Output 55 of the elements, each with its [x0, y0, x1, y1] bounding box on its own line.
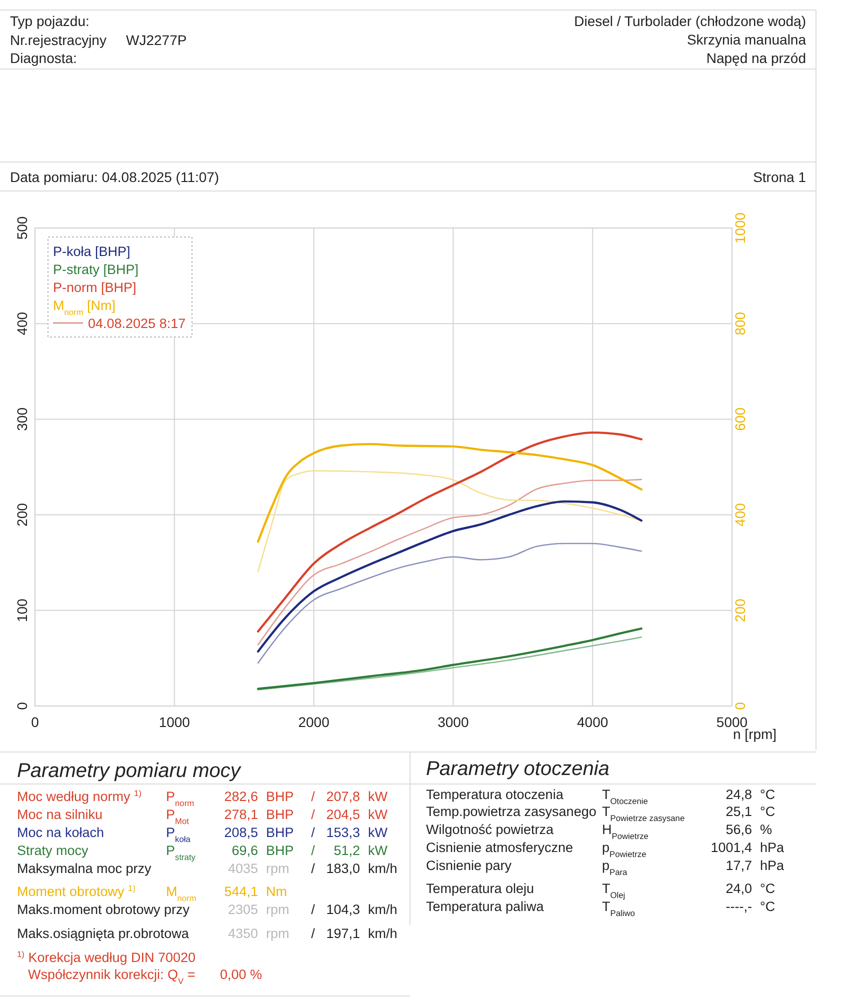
text: Nr.rejestracyjny WJ2277P — [10, 32, 187, 48]
line-series — [257, 478, 642, 646]
text: Parametry otoczenia — [426, 758, 610, 780]
text: Temperatura otoczenia T$_{Otoczenie}$ 24,8 °C — [426, 787, 776, 806]
text: P-straty [BHP] — [53, 262, 139, 277]
line-series — [256, 627, 642, 690]
y2-tick-label: 0 — [732, 702, 748, 710]
text: P-norm [BHP] — [53, 280, 136, 295]
text: Typ pojazdu: — [10, 13, 90, 29]
line-series — [256, 442, 642, 543]
x-tick-label: 1000 — [158, 714, 190, 730]
line-series — [257, 542, 642, 664]
y2-tick-label: 600 — [732, 407, 748, 431]
text: Napęd na przód — [706, 50, 806, 66]
y-tick-label: 200 — [14, 502, 30, 526]
text: Współczynnik korekcji: Q$_{V}$ = 0,00 % — [28, 967, 262, 986]
line-series — [256, 500, 642, 653]
text: Diesel / Turbolader (chłodzone wodą) — [574, 13, 806, 29]
text: Moc na silniku P$_{Mot}$ 278,1 BHP / 204,5 kW — [17, 807, 388, 826]
y-tick-label: 500 — [14, 216, 30, 240]
legend-label: 04.08.2025 8:17 — [88, 316, 186, 331]
y-tick-label: 100 — [14, 598, 30, 622]
y-tick-label: 0 — [14, 702, 30, 710]
text: Maksymalna moc przy 4035 rpm / 183,0 km/h — [17, 861, 398, 876]
text: Temperatura oleju T$_{Olej}$ 24,0 °C — [426, 881, 776, 900]
text: Straty mocy P$_{straty}$ 69,6 BHP / 51,2 kW — [17, 843, 388, 862]
text: Moc według normy $^{1)}$ P$_{norm}$ 282,6 BHP / 207,8 kW — [17, 788, 388, 808]
line-series — [257, 636, 642, 690]
text: Strona 1 — [753, 169, 806, 185]
text: M$_{norm}$ [Nm] — [53, 298, 116, 317]
text: Parametry pomiaru mocy — [17, 760, 242, 782]
x-tick-label: 4000 — [577, 714, 608, 730]
x-tick-label: 2000 — [298, 714, 330, 730]
text: Temperatura paliwa T$_{Paliwo}$ ----,- °C — [426, 899, 776, 918]
text: Temp.powietrza zasysanego T$_{Powietrze zasysane}$ 25,1 °C — [426, 804, 776, 823]
text: P-koła [BHP] — [53, 244, 130, 259]
text: Moment obrotowy $^{1)}$ M$_{norm}$ 544,1 Nm — [17, 883, 287, 903]
y-tick-label: 300 — [14, 407, 30, 431]
x-tick-label: 3000 — [438, 714, 469, 730]
line-series — [256, 431, 642, 633]
y2-tick-label: 200 — [732, 598, 748, 622]
text: Cisnienie atmosferyczne p$_{Powietrze}$ 1001,4 hPa — [426, 840, 784, 859]
y2-tick-label: 400 — [732, 502, 748, 526]
text: Skrzynia manualna — [686, 32, 806, 48]
text: Moc na kołach P$_{koła}$ 208,5 BHP / 153,3 kW — [17, 825, 388, 844]
text: Wilgotność powietrza H$_{Powietrze}$ 56,6 % — [426, 822, 772, 841]
text: Cisnienie pary p$_{Para}$ 17,7 hPa — [426, 858, 784, 877]
y2-tick-label: 800 — [732, 312, 748, 336]
text: Data pomiaru: 04.08.2025 (11:07) — [10, 169, 220, 185]
y2-tick-label: 1000 — [732, 212, 748, 244]
text: $^{1)}$ Korekcja według DIN 70020 — [17, 949, 196, 965]
text: Diagnosta: — [10, 50, 77, 66]
text: Maks.moment obrotowy przy 2305 rpm / 104,3 km/h — [17, 902, 398, 917]
text: Maks.osiągnięta pr.obrotowa 4350 rpm / 197,1 km/h — [17, 926, 398, 941]
y-tick-label: 400 — [14, 312, 30, 336]
